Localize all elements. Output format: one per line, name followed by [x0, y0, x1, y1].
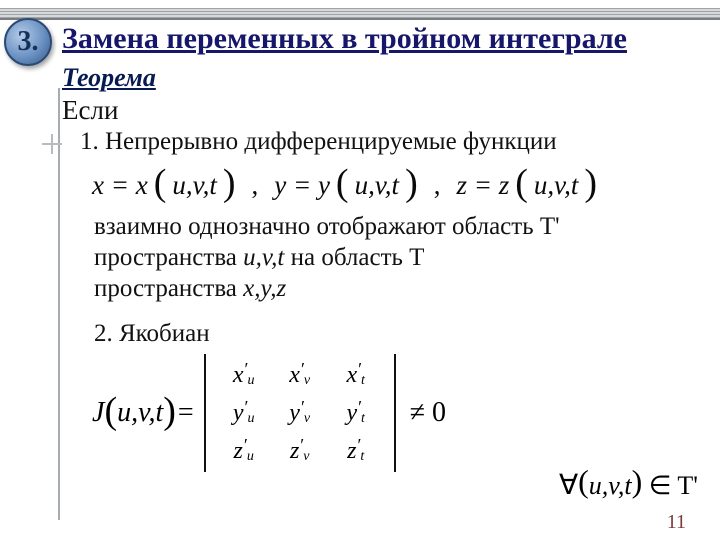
- paren-open: (: [578, 463, 589, 499]
- map-line2a: пространства: [94, 244, 243, 271]
- section-badge: 3.: [4, 18, 52, 66]
- condition-1: 1. Непрерывно дифференцируемые функции: [80, 128, 702, 156]
- det-cell: x′u: [216, 356, 272, 394]
- corner-mark-icon: [42, 134, 62, 154]
- eq-y-args: u,v,t: [355, 170, 399, 201]
- forall-symbol: ∀: [559, 470, 578, 501]
- separator: ,: [424, 170, 451, 201]
- det-cell: y′t: [328, 394, 384, 432]
- eq-x-args: u,v,t: [172, 170, 216, 201]
- det-cell: x′v: [272, 356, 328, 394]
- eq-y-lhs: y = y: [274, 170, 330, 201]
- paren-close: ): [632, 463, 643, 499]
- map-line3-vars: x,y,z: [243, 275, 286, 302]
- theorem-label: Теорема: [62, 63, 702, 93]
- map-line2-vars: u,v,t: [243, 244, 284, 271]
- content-area: Замена переменных в тройном интеграле Те…: [62, 22, 702, 472]
- equals-sign: =: [176, 397, 196, 429]
- forall-in: ∈ T': [649, 471, 698, 500]
- map-line3a: пространства: [94, 275, 243, 302]
- det-cell: z′t: [328, 432, 384, 470]
- forall-clause: ∀(u,v,t) ∈ T': [559, 468, 698, 502]
- jacobian-J: J: [92, 397, 104, 429]
- mapping-paragraph: взаимно однозначно отображают область T'…: [94, 211, 702, 305]
- jacobian-label: J(u,v,t)=: [92, 397, 196, 429]
- jacobian-row: J(u,v,t)= x′ux′vx′t y′uy′vy′t z′uz′vz′t ≠ …: [92, 354, 702, 472]
- page-title: Замена переменных в тройном интеграле: [62, 22, 702, 57]
- det-cell: z′u: [216, 432, 272, 470]
- det-cell: y′u: [216, 394, 272, 432]
- map-line2b: на область T: [284, 244, 424, 271]
- page-number: 11: [667, 511, 686, 534]
- det-cell: x′t: [328, 356, 384, 394]
- map-line1: взаимно однозначно отображают область T': [94, 213, 560, 240]
- section-number: 3.: [18, 26, 39, 58]
- equations-row: x = x(u,v,t), y = y(u,v,t), z = z(u,v,t): [92, 170, 702, 201]
- eq-x-lhs: x = x: [92, 170, 148, 201]
- det-cell: y′v: [272, 394, 328, 432]
- separator: ,: [241, 170, 268, 201]
- eq-z-lhs: z = z: [456, 170, 509, 201]
- jacobian-args: u,v,t: [117, 397, 163, 429]
- forall-args: u,v,t: [589, 471, 632, 500]
- det-cell: z′v: [272, 432, 328, 470]
- eq-z-args: u,v,t: [534, 170, 578, 201]
- if-label: Если: [62, 95, 702, 126]
- top-decorative-rule: [0, 8, 720, 20]
- determinant-matrix: x′ux′vx′t y′uy′vy′t z′uz′vz′t: [204, 354, 396, 472]
- not-equal-zero: ≠ 0: [404, 397, 446, 429]
- condition-2: 2. Якобиан: [94, 320, 702, 348]
